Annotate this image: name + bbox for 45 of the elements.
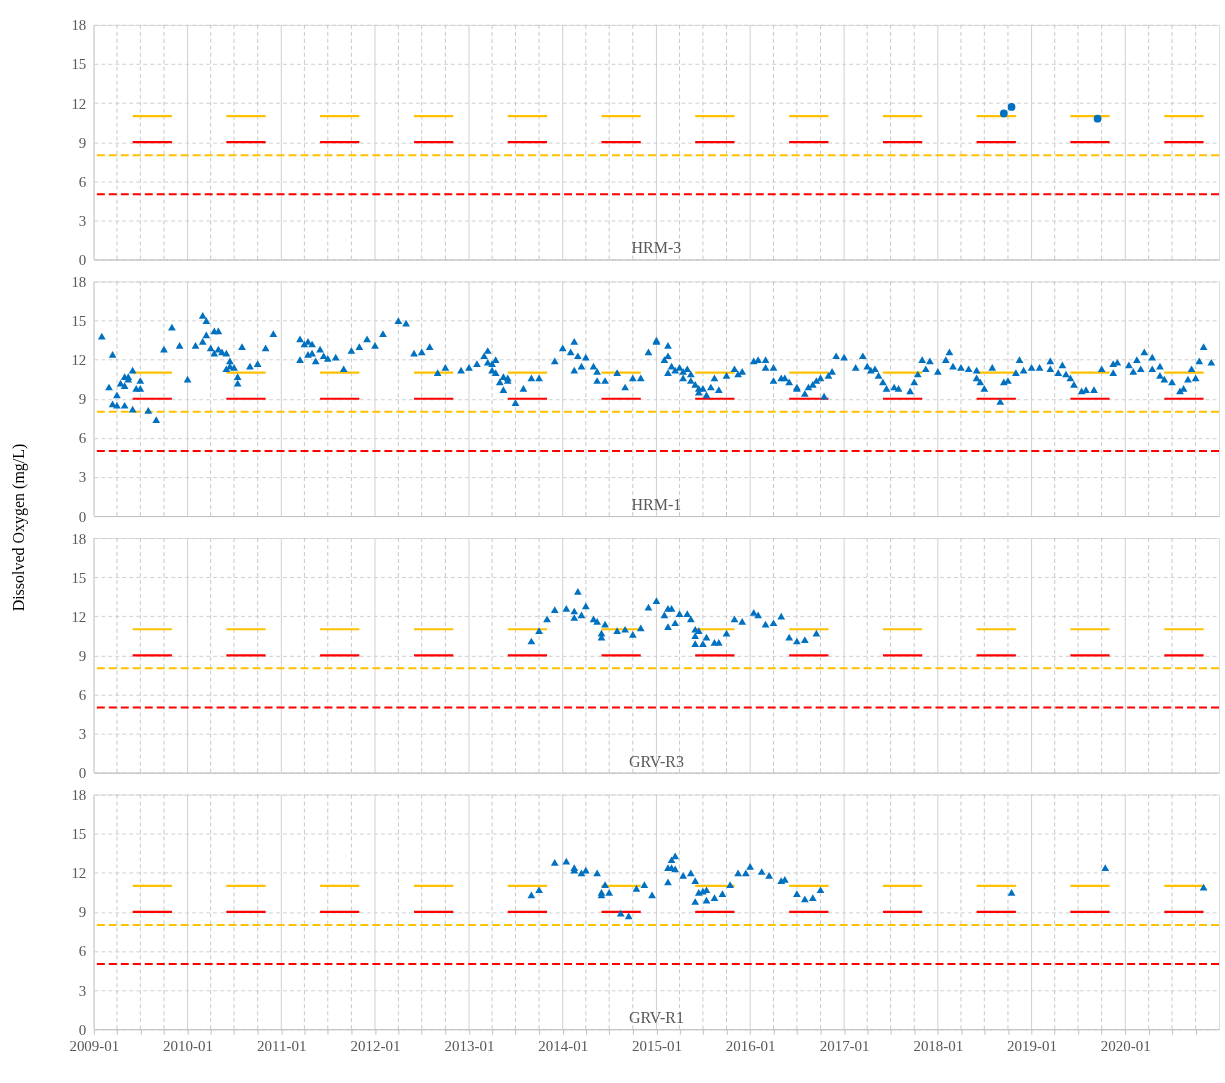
y-tick-label: 0: [78, 508, 87, 525]
y-tick-label: 6: [78, 173, 87, 190]
y-tick-label: 18: [71, 787, 87, 804]
x-tick-label: 2020-01: [1100, 1037, 1151, 1054]
x-tick-label: 2013-01: [444, 1037, 495, 1054]
y-tick-label: 6: [78, 430, 87, 447]
y-tick-label: 0: [78, 251, 87, 268]
y-tick-label: 9: [78, 391, 87, 408]
y-tick-label: 3: [78, 469, 87, 486]
y-tick-label: 12: [71, 865, 87, 882]
y-tick-label: 6: [78, 943, 87, 960]
y-tick-label: 6: [78, 686, 87, 703]
x-tick-label: 2010-01: [163, 1037, 214, 1054]
x-tick-label: 2017-01: [819, 1037, 870, 1054]
y-axis-title: Dissolved Oxygen (mg/L): [10, 443, 29, 612]
y-tick-label: 3: [78, 982, 87, 999]
x-tick-label: 2015-01: [631, 1037, 682, 1054]
x-tick-label: 2018-01: [913, 1037, 964, 1054]
y-tick-label: 9: [78, 904, 87, 921]
annotation: GRV-R1: [628, 1009, 684, 1027]
annotation: HRM-3: [631, 239, 682, 257]
x-tick-label: 2014-01: [538, 1037, 589, 1054]
x-tick-label: 2016-01: [725, 1037, 776, 1054]
x-tick-label: 2011-01: [257, 1037, 307, 1054]
y-tick-label: 12: [71, 352, 87, 369]
y-tick-label: 0: [78, 1021, 87, 1038]
y-tick-label: 9: [78, 647, 87, 664]
y-tick-label: 3: [78, 212, 87, 229]
y-tick-label: 12: [71, 608, 87, 625]
x-tick-label: 2019-01: [1007, 1037, 1058, 1054]
y-tick-label: 18: [71, 530, 87, 547]
annotation: GRV-R3: [628, 752, 684, 770]
y-tick-label: 15: [71, 56, 87, 73]
annotation: HRM-1: [631, 496, 682, 514]
x-tick-label: 2009-01: [69, 1037, 120, 1054]
y-tick-label: 18: [71, 273, 87, 290]
y-tick-label: 9: [78, 134, 87, 151]
y-tick-label: 0: [78, 765, 87, 782]
y-tick-label: 15: [71, 826, 87, 843]
y-tick-label: 3: [78, 726, 87, 743]
x-tick-label: 2012-01: [350, 1037, 401, 1054]
y-tick-label: 12: [71, 95, 87, 112]
y-tick-label: 15: [71, 313, 87, 330]
y-tick-label: 18: [71, 17, 87, 34]
y-tick-label: 15: [71, 569, 87, 586]
